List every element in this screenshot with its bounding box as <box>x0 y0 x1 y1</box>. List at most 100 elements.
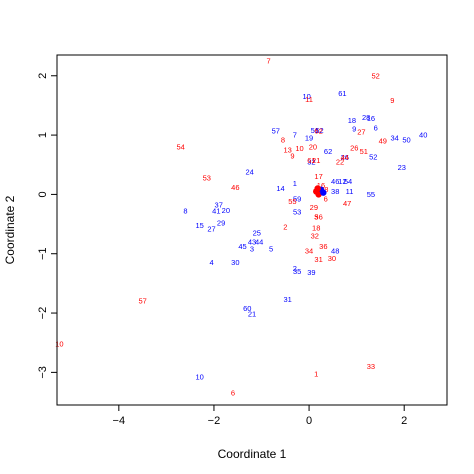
x-tick-label: 2 <box>401 415 407 427</box>
blue-point-label: 1 <box>293 179 297 188</box>
blue-point-label: 12 <box>338 177 346 186</box>
red-point-label: 10 <box>295 144 303 153</box>
blue-point-label: 39 <box>307 268 315 277</box>
blue-point-label: 31 <box>283 295 291 304</box>
blue-point-label: 38 <box>331 187 339 196</box>
blue-point-label: 62 <box>324 147 332 156</box>
red-point-label: 57 <box>138 297 146 306</box>
blue-point-label: 29 <box>217 218 225 227</box>
blue-point-label: 32 <box>307 157 315 166</box>
blue-point-label: 60 <box>243 304 251 313</box>
blue-point-label: 45 <box>238 242 246 251</box>
red-point-label: 7 <box>267 56 271 65</box>
blue-point-label: 23 <box>398 163 406 172</box>
red-point-label: 20 <box>309 142 317 151</box>
red-point-label: 18 <box>312 224 320 233</box>
blue-point-label: 14 <box>276 184 284 193</box>
blue-point-label: 50 <box>402 135 410 144</box>
red-point-label: 31 <box>314 255 322 264</box>
blue-point-label: 15 <box>196 221 204 230</box>
x-axis-label: Coordinate 1 <box>218 447 287 461</box>
blue-point-label: 19 <box>305 134 313 143</box>
blue-point-label: 34 <box>391 134 399 143</box>
blue-point-label: 6 <box>374 123 378 132</box>
blue-point-label: 53 <box>293 208 301 217</box>
red-point-label: 2 <box>283 223 287 232</box>
blue-point-label: 8 <box>183 207 187 216</box>
blue-point-label: 46 <box>331 177 339 186</box>
red-point-label: 27 <box>357 128 365 137</box>
blue-point-label: 7 <box>293 131 297 140</box>
red-point-label: 51 <box>360 147 368 156</box>
plot-frame <box>56 54 448 406</box>
red-point-label: 9 <box>290 151 294 160</box>
red-point-label: 21 <box>312 156 320 165</box>
blue-point-label: 20 <box>222 206 230 215</box>
y-tick-label: −2 <box>37 307 49 320</box>
blue-point-label: 10 <box>196 373 204 382</box>
blue-point-label: 4 <box>209 258 213 267</box>
red-point-label: 8 <box>281 135 285 144</box>
red-point-label: 55 <box>288 197 296 206</box>
red-point-label: 44 <box>341 153 349 162</box>
x-axis: −4 −2 0 2 <box>113 405 407 427</box>
y-tick-label: 2 <box>37 73 49 79</box>
blue-point-label: 9 <box>352 125 356 134</box>
blue-point-label: 48 <box>331 246 339 255</box>
red-point-label: 3 <box>314 212 318 221</box>
red-point-label: 49 <box>379 137 387 146</box>
red-point-label: 32 <box>311 231 319 240</box>
blue-point-label: 61 <box>338 89 346 98</box>
blue-point-label: 21 <box>248 310 256 319</box>
blue-point-label: 25 <box>253 228 261 237</box>
blue-point-label: 30 <box>231 258 239 267</box>
red-point-label: 6 <box>324 195 328 204</box>
blue-point-label: 35 <box>293 267 301 276</box>
red-point-label: 36 <box>319 242 327 251</box>
center-cluster-point <box>314 185 321 192</box>
blue-point-label: 52 <box>369 153 377 162</box>
blue-point-label: 18 <box>348 116 356 125</box>
blue-point-label: 51 <box>311 126 319 135</box>
x-tick-label: 0 <box>306 415 312 427</box>
red-point-label: 46 <box>231 183 239 192</box>
red-point-label: 61 <box>307 156 315 165</box>
y-axis: −3 −2 −1 0 1 2 <box>37 73 57 379</box>
y-tick-label: −3 <box>37 366 49 379</box>
blue-point-label: 41 <box>212 207 220 216</box>
red-point-label: 17 <box>314 172 322 181</box>
blue-point-label: 2 <box>293 264 297 273</box>
blue-point-label: 16 <box>367 114 375 123</box>
blue-point-label: 40 <box>419 131 427 140</box>
red-point-label: 26 <box>350 144 358 153</box>
blue-point-label: 44 <box>255 237 263 246</box>
red-point-label: 6 <box>231 389 235 398</box>
red-point-label: 56 <box>314 212 322 221</box>
red-point-label: 13 <box>283 145 291 154</box>
blue-point-label: 54 <box>344 177 352 186</box>
red-point-label: 30 <box>328 254 336 263</box>
blue-point-label: 24 <box>245 167 253 176</box>
red-point-label: 54 <box>176 142 184 151</box>
red-point-label: 9 <box>390 96 394 105</box>
red-point-label: 11 <box>305 95 313 104</box>
blue-point-label: 11 <box>346 187 354 196</box>
blue-point-label: 37 <box>215 201 223 210</box>
blue-point-label: 52 <box>315 126 323 135</box>
red-point-label: 22 <box>336 157 344 166</box>
blue-point-label: 59 <box>293 195 301 204</box>
blue-point-label: 27 <box>207 224 215 233</box>
red-point-label: 16 <box>317 181 325 190</box>
x-tick-label: −2 <box>208 415 221 427</box>
blue-point-label: 3 <box>250 244 254 253</box>
red-point-label: 34 <box>305 246 313 255</box>
blue-point-label: 5 <box>269 244 273 253</box>
y-tick-label: 0 <box>37 191 49 197</box>
y-tick-label: −1 <box>37 247 49 260</box>
center-cluster-point <box>320 189 327 196</box>
red-point-label: 1 <box>314 370 318 379</box>
y-tick-label: 1 <box>37 132 49 138</box>
y-axis-label: Coordinate 2 <box>3 195 17 264</box>
